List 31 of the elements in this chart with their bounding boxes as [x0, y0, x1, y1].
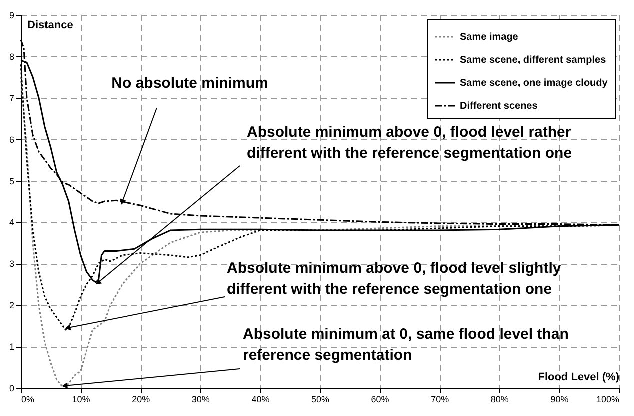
x-tick-label: 40%	[252, 394, 270, 404]
annotation: Absolute minimum at 0, same flood level than reference segmentation	[243, 326, 569, 364]
x-tick-label: 0%	[22, 394, 35, 404]
x-tick-label: 100%	[596, 394, 620, 404]
annotation: No absolute minimum	[112, 75, 268, 92]
legend-label: Same scene, different samples	[460, 55, 607, 66]
x-tick-label: 50%	[311, 394, 330, 404]
x-tick-label: 20%	[132, 394, 150, 404]
legend-label: Same scene, one image cloudy	[460, 78, 608, 89]
y-tick-label: 5	[9, 176, 14, 186]
y-tick-label: 1	[9, 342, 14, 352]
y-axis-title: Distance	[28, 20, 74, 32]
x-tick-label: 70%	[431, 394, 450, 404]
y-tick-label: 4	[9, 218, 14, 228]
y-tick-label: 7	[9, 93, 14, 104]
x-tick-label: 90%	[550, 394, 569, 404]
annotation: Absolute minimum above 0, flood level slightly different with the reference segmentation one	[227, 260, 562, 298]
y-tick-label: 8	[9, 52, 14, 62]
x-tick-label: 80%	[490, 394, 509, 404]
legend-label: Different scenes	[460, 101, 538, 112]
y-tick-label: 3	[9, 259, 14, 270]
y-tick-label: 0	[9, 384, 14, 394]
y-tick-label: 6	[9, 134, 14, 145]
x-axis-title: Flood Level (%)	[538, 372, 620, 384]
x-tick-label: 10%	[72, 394, 90, 404]
x-tick-label: 30%	[192, 394, 210, 404]
x-tick-label: 60%	[371, 394, 390, 404]
y-tick-label: 2	[9, 300, 14, 311]
annotation: Absolute minimum above 0, flood level rather different with the reference segmentation one	[247, 124, 572, 162]
legend-label: Same image	[460, 32, 519, 43]
y-tick-label: 9	[9, 10, 14, 20]
